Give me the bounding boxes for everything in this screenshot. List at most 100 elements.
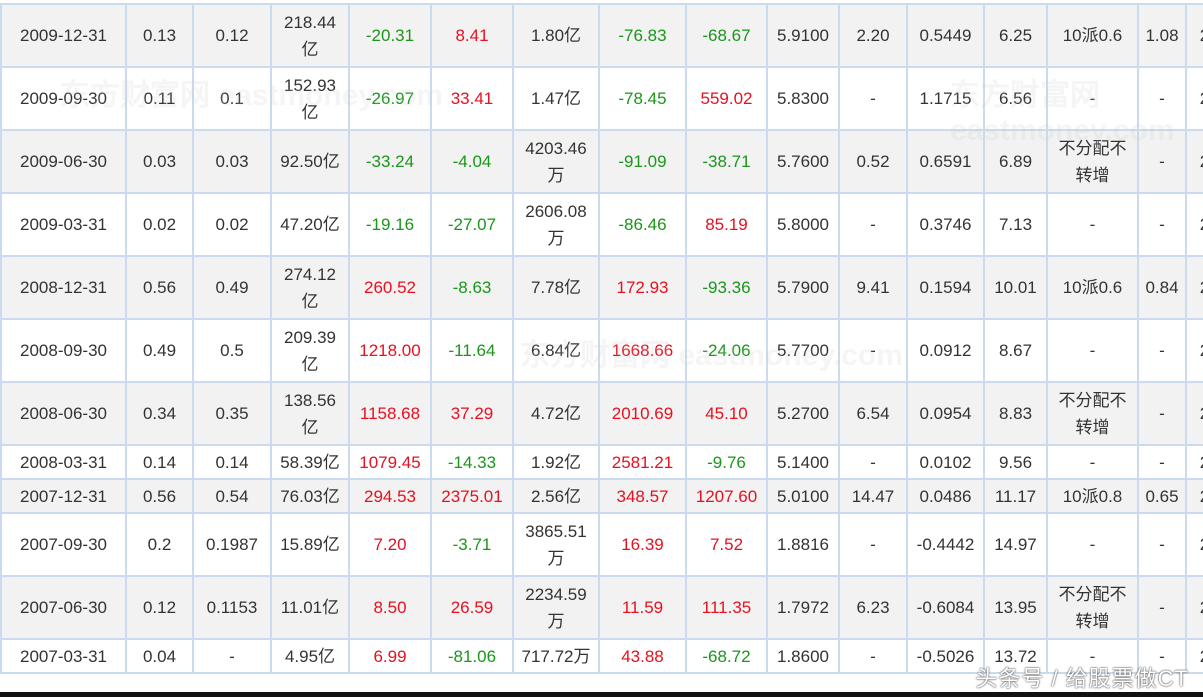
table-cell: - [1137,638,1187,674]
table-cell: 5.7700 [766,318,840,383]
table-cell: 11.59 [598,575,687,640]
table-cell: 0.52 [838,129,908,194]
table-cell: -27.07 [430,192,514,257]
table-body: 2009-12-31 0.13 0.12 218.44亿 -20.31 8.41 1.80亿… [0,3,1203,674]
table-row: 2008-03-31 0.14 0.14 58.39亿 1079.45 -14.33 1.9… [0,444,1203,480]
table-cell: 5.8000 [766,192,840,257]
table-cell: 0.0102 [906,444,985,480]
table-cell: 152.93亿 [270,66,350,131]
table-cell: -76.83 [598,3,687,68]
table-row: 2007-06-30 0.12 0.1153 11.01亿 8.50 26.59 2234.… [0,575,1203,640]
table-cell: -38.71 [685,129,768,194]
table-cell: 1.92亿 [512,444,600,480]
table-cell: 4.95亿 [270,638,350,674]
report-date-cell: 2008-03-31 [0,444,127,480]
table-cell: 2 [1185,3,1203,68]
table-cell: 11.01亿 [270,575,350,640]
table-cell: - [1046,444,1139,480]
table-cell: 0.1153 [192,575,272,640]
table-cell: 2581.21 [598,444,687,480]
table-cell: -26.97 [348,66,432,131]
table-cell: 16.39 [598,512,687,577]
table-cell: 6.56 [983,66,1048,131]
table-cell: - [1137,512,1187,577]
table-cell: 5.0100 [766,478,840,514]
table-cell: 5.8300 [766,66,840,131]
table-cell: - [838,66,908,131]
table-cell: 37.29 [430,381,514,446]
table-cell: 5.7900 [766,255,840,320]
table-cell: - [1137,129,1187,194]
table-cell: - [1046,66,1139,131]
table-cell: 0.5 [192,318,272,383]
table-cell: 不分配不转增 [1046,575,1139,640]
table-cell: 1.7972 [766,575,840,640]
table-cell: - [1137,575,1187,640]
table-cell: 7.20 [348,512,432,577]
table-cell: 14.47 [838,478,908,514]
table-cell: -81.06 [430,638,514,674]
table-cell: 2234.59万 [512,575,600,640]
table-cell: 6.84亿 [512,318,600,383]
table-cell: 2 [1185,129,1203,194]
table-cell: - [1046,638,1139,674]
table-cell: 2 [1185,478,1203,514]
table-cell: -14.33 [430,444,514,480]
table-cell: - [1137,444,1187,480]
table-cell: 0.1594 [906,255,985,320]
report-date-cell: 2008-09-30 [0,318,127,383]
source-overlay-text: 头条号 / 给股票做CT [975,666,1189,691]
table-cell: 5.1400 [766,444,840,480]
table-cell: 0.12 [192,3,272,68]
table-cell: 2606.08万 [512,192,600,257]
table-cell: 2.56亿 [512,478,600,514]
table-cell: 0.35 [192,381,272,446]
table-cell: 717.72万 [512,638,600,674]
table-cell: 0.1 [192,66,272,131]
table-cell: 2 [1185,66,1203,131]
table-cell: 138.56亿 [270,381,350,446]
table-cell: 0.49 [192,255,272,320]
table-cell: -8.63 [430,255,514,320]
table-cell: 26.59 [430,575,514,640]
table-cell: 1.8600 [766,638,840,674]
table-cell: 0.5449 [906,3,985,68]
report-date-cell: 2007-03-31 [0,638,127,674]
table-cell: 2 [1185,192,1203,257]
table-cell: -0.6084 [906,575,985,640]
table-cell: -33.24 [348,129,432,194]
table-cell: 92.50亿 [270,129,350,194]
table-cell: 不分配不转增 [1046,381,1139,446]
table-cell: 10派0.6 [1046,255,1139,320]
table-cell: 1.80亿 [512,3,600,68]
table-cell: 6.23 [838,575,908,640]
table-cell: 0.0912 [906,318,985,383]
table-cell: 0.56 [125,255,194,320]
table-cell: -68.67 [685,3,768,68]
table-cell: 6.25 [983,3,1048,68]
table-row: 2009-03-31 0.02 0.02 47.20亿 -19.16 -27.07 2606… [0,192,1203,257]
table-cell: 0.0954 [906,381,985,446]
report-date-cell: 2009-12-31 [0,3,127,68]
table-cell: - [838,638,908,674]
table-cell: 85.19 [685,192,768,257]
table-cell: 5.7600 [766,129,840,194]
table-cell: 209.39亿 [270,318,350,383]
table-cell: 45.10 [685,381,768,446]
table-cell: - [1137,381,1187,446]
table-cell: 7.13 [983,192,1048,257]
table-cell: 8.50 [348,575,432,640]
table-cell: - [838,512,908,577]
report-date-cell: 2007-09-30 [0,512,127,577]
table-cell: 2 [1185,381,1203,446]
table-cell: 10派0.8 [1046,478,1139,514]
table-cell: 0.04 [125,638,194,674]
table-cell: 15.89亿 [270,512,350,577]
table-cell: 1.1715 [906,66,985,131]
table-cell: 13.95 [983,575,1048,640]
table-cell: -68.72 [685,638,768,674]
table-cell: -0.5026 [906,638,985,674]
table-cell: - [1046,318,1139,383]
table-cell: 6.99 [348,638,432,674]
table-cell: 0.1987 [192,512,272,577]
